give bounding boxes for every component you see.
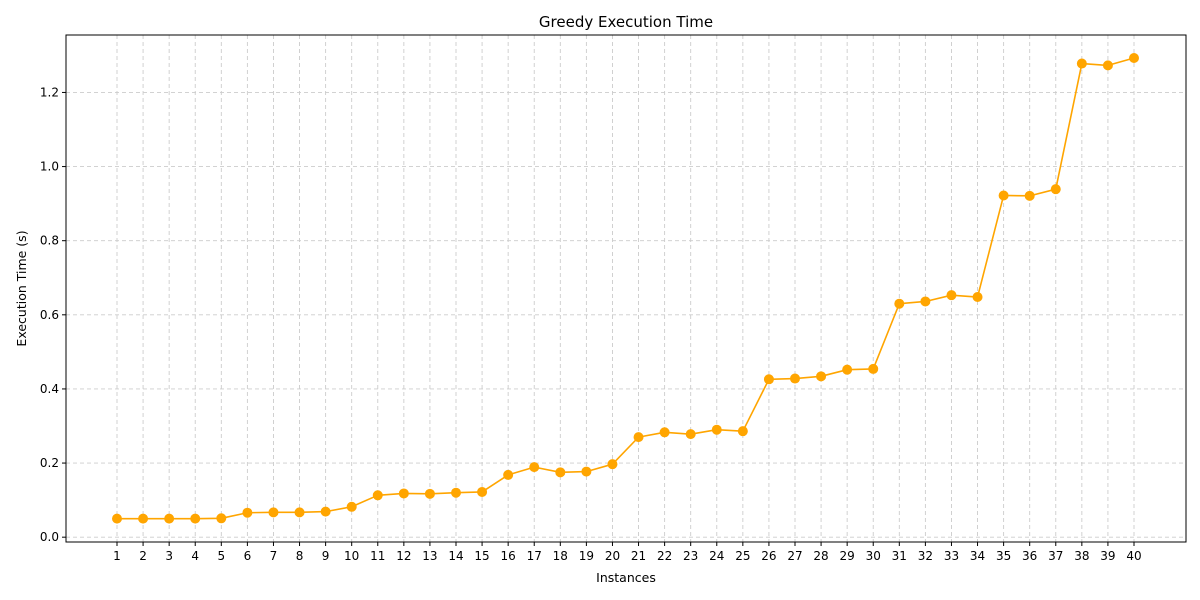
x-tick-label: 35: [996, 549, 1011, 563]
data-point: [503, 469, 514, 480]
y-tick-label: 0.2: [40, 456, 59, 470]
data-point: [633, 432, 644, 443]
x-tick-label: 30: [866, 549, 881, 563]
x-tick-label: 33: [944, 549, 959, 563]
x-tick-label: 12: [396, 549, 411, 563]
data-point: [1102, 60, 1113, 71]
data-point: [398, 488, 409, 499]
x-tick-label: 36: [1022, 549, 1037, 563]
data-point: [868, 363, 879, 374]
x-tick-label: 18: [553, 549, 568, 563]
x-tick-label: 9: [322, 549, 330, 563]
data-point: [164, 513, 175, 524]
x-tick-label: 16: [501, 549, 516, 563]
data-point: [1129, 52, 1139, 63]
x-tick-label: 10: [344, 549, 359, 563]
x-tick-label: 17: [527, 549, 542, 563]
x-tick-label: 14: [448, 549, 463, 563]
data-point: [1076, 58, 1087, 69]
x-tick-label: 34: [970, 549, 985, 563]
data-point: [659, 427, 670, 438]
x-tick-label: 11: [370, 549, 385, 563]
data-point: [920, 296, 931, 307]
x-tick-label: 5: [217, 549, 225, 563]
data-point: [763, 374, 774, 385]
x-tick-label: 29: [840, 549, 855, 563]
data-point: [529, 462, 540, 473]
x-tick-label: 39: [1100, 549, 1115, 563]
data-point: [268, 507, 279, 518]
x-tick-label: 19: [579, 549, 594, 563]
data-point: [816, 371, 827, 382]
x-tick-label: 23: [683, 549, 698, 563]
x-tick-label: 20: [605, 549, 620, 563]
x-tick-label: 32: [918, 549, 933, 563]
y-axis-label: Execution Time (s): [14, 230, 29, 346]
x-tick-label: 6: [244, 549, 252, 563]
x-tick-label: 24: [709, 549, 724, 563]
data-point: [946, 290, 957, 301]
data-point: [346, 501, 357, 512]
data-point: [1050, 184, 1061, 195]
data-point: [451, 487, 461, 498]
data-point: [972, 292, 983, 303]
x-tick-label: 28: [813, 549, 828, 563]
x-tick-label: 31: [892, 549, 907, 563]
data-point: [685, 429, 696, 440]
x-tick-label: 2: [139, 549, 147, 563]
data-point: [372, 490, 383, 501]
x-tick-label: 37: [1048, 549, 1063, 563]
data-point: [581, 466, 592, 477]
data-point: [477, 486, 488, 497]
chart-title: Greedy Execution Time: [539, 13, 713, 31]
x-tick-label: 13: [422, 549, 437, 563]
x-axis-label: Instances: [596, 570, 656, 585]
y-tick-label: 0.8: [40, 234, 59, 248]
x-tick-label: 8: [296, 549, 304, 563]
y-tick-label: 1.0: [40, 160, 59, 174]
x-tick-label: 22: [657, 549, 672, 563]
series-layer: [112, 52, 1139, 524]
data-point: [737, 426, 748, 437]
data-point: [607, 459, 618, 470]
data-point: [216, 513, 227, 524]
y-axis: 0.0 0.2 0.4 0.6 0.8 1.0 1.2: [40, 85, 66, 544]
data-point: [320, 506, 331, 517]
data-point: [894, 298, 905, 309]
x-tick-label: 40: [1126, 549, 1141, 563]
data-point: [190, 513, 201, 524]
data-point: [294, 507, 305, 518]
plot-area-frame: [65, 34, 1187, 543]
data-point: [424, 488, 435, 499]
x-tick-label: 26: [761, 549, 776, 563]
data-point: [1024, 190, 1035, 201]
data-point: [242, 507, 253, 518]
x-tick-label: 38: [1074, 549, 1089, 563]
x-tick-label: 3: [165, 549, 173, 563]
series-line: [117, 57, 1135, 520]
x-tick-label: 15: [474, 549, 489, 563]
y-tick-label: 1.2: [40, 85, 59, 99]
data-point: [555, 467, 566, 478]
y-tick-label: 0.0: [40, 530, 59, 544]
grid: [66, 35, 1186, 542]
data-point: [998, 190, 1009, 201]
x-tick-label: 27: [787, 549, 802, 563]
data-point: [138, 513, 149, 524]
data-point: [842, 364, 853, 375]
x-tick-label: 21: [631, 549, 646, 563]
x-tick-label: 7: [270, 549, 278, 563]
data-point: [790, 373, 800, 384]
x-axis: 1 2 3 4 5 6 7 8 9 10 11 12 13 14 15 16 17 18 19 20 21 22 23 24 2…: [113, 542, 1142, 563]
y-tick-label: 0.4: [40, 382, 59, 396]
y-tick-label: 0.6: [40, 308, 59, 322]
x-tick-label: 25: [735, 549, 750, 563]
x-tick-label: 1: [113, 549, 121, 563]
data-point: [711, 424, 722, 435]
x-tick-label: 4: [191, 549, 199, 563]
data-point: [112, 513, 122, 524]
